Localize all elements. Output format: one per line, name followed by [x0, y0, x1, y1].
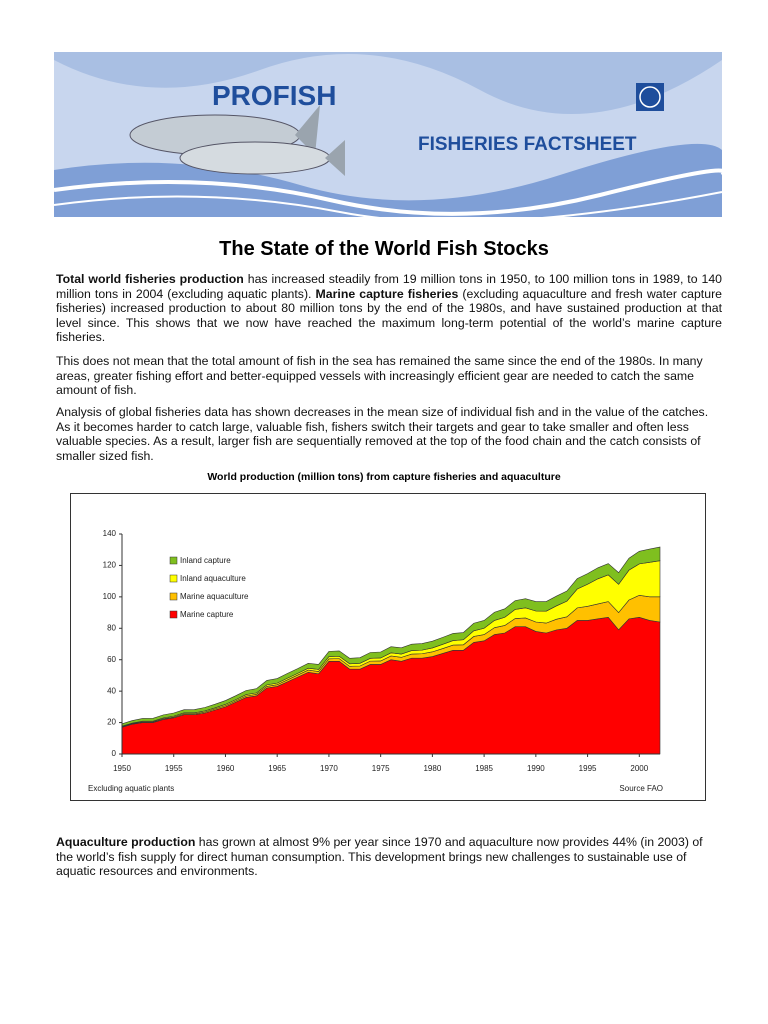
wave-line: [53, 191, 723, 223]
paragraph: This does not mean that the total amount…: [56, 354, 722, 398]
y-tick-label: 80: [107, 623, 116, 632]
area: [121, 546, 661, 727]
x-tick-label: 1960: [217, 764, 235, 773]
y-tick-label: 20: [107, 718, 116, 727]
paragraph: Analysis of global fisheries data has sh…: [56, 405, 722, 463]
text: (excluding aquaculture and fresh water c…: [56, 286, 723, 345]
x-tick-label: 1965: [268, 764, 286, 773]
wave: [54, 52, 722, 114]
banner-title: PROFISH: [212, 80, 336, 111]
legend-swatch: [169, 574, 178, 583]
x-tick-label: 1950: [113, 764, 131, 773]
paragraph: Aquaculture production has grown at almo…: [56, 835, 722, 879]
y-tick-label: 60: [107, 655, 116, 664]
chart: 0 20 40 60 80 100 120 140 1950 1955 1960 1965 1970 19…: [70, 493, 706, 801]
bold-text: Aquaculture production: [56, 835, 196, 849]
text: Analysis of global fisheries data has sh…: [56, 405, 709, 463]
banner-subtitle: FISHERIES FACTSHEET: [418, 134, 637, 155]
text: has increased steadily from 19 million t…: [56, 272, 722, 301]
wave: [54, 143, 722, 217]
fish-tail: [295, 105, 320, 155]
x-tick-label: 1990: [527, 764, 545, 773]
x-tick-label: 1955: [165, 764, 183, 773]
banner: PROFISH FISHERIES FACTSHEET: [53, 52, 726, 223]
y-tick-label: 120: [103, 561, 117, 570]
legend-swatch: [169, 592, 178, 601]
y-tick-label: 40: [107, 686, 116, 695]
legend-swatch: [169, 610, 178, 619]
logo-globe: [639, 86, 661, 108]
y-tick-label: 140: [103, 529, 117, 538]
x-tick-label: 2000: [630, 764, 648, 773]
legend-label: Marine aquaculture: [180, 592, 249, 601]
bold-text: Marine capture fisheries: [315, 286, 459, 301]
legend-label: Inland aquaculture: [180, 574, 246, 583]
title: The State of the World Fish Stocks: [219, 238, 549, 260]
legend-label: Inland capture: [180, 556, 231, 565]
text: has grown at almost 9% per year since 19…: [56, 835, 703, 879]
fish-tail: [325, 140, 345, 176]
chart-note: Excluding aquatic plants: [88, 784, 174, 793]
y-tick-label: 0: [112, 749, 117, 758]
x-tick-label: 1995: [579, 764, 597, 773]
x-tick-label: 1980: [423, 764, 441, 773]
chart-title: World production (million tons) from cap…: [207, 471, 561, 483]
legend-label: Marine capture: [180, 610, 234, 619]
text: This does not mean that the total amount…: [56, 354, 703, 398]
legend-swatch: [169, 556, 178, 565]
y-tick-label: 100: [103, 592, 117, 601]
chart-source: Source FAO: [619, 784, 663, 793]
x-tick-label: 1970: [320, 764, 338, 773]
wave-line: [53, 168, 726, 216]
fish: [179, 141, 331, 175]
x-tick-label: 1985: [475, 764, 493, 773]
paragraph: Total world fisheries production has inc…: [56, 272, 722, 345]
bold-text: Total world fisheries production: [56, 272, 244, 286]
x-tick-label: 1975: [372, 764, 390, 773]
